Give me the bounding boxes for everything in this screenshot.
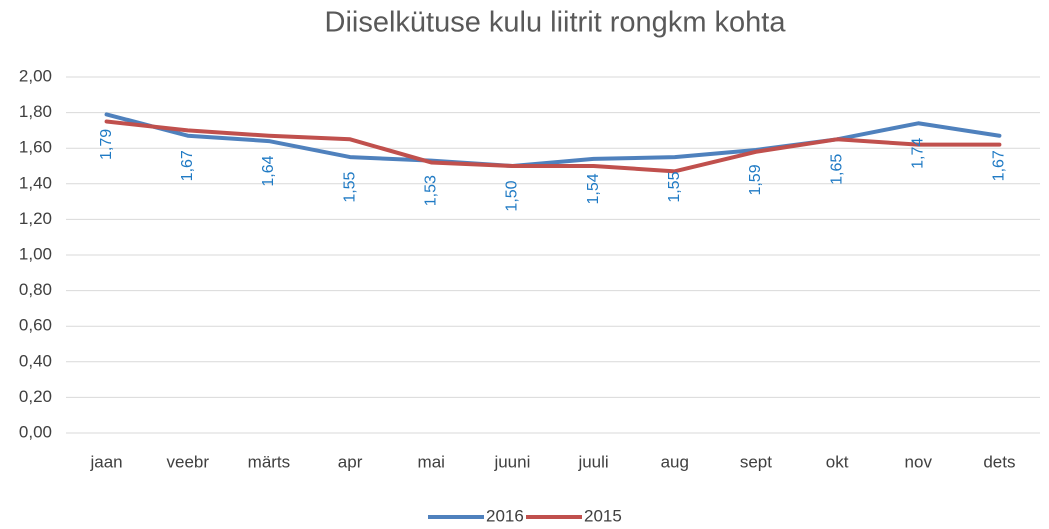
- x-tick-label: jaan: [90, 452, 123, 471]
- legend-label: 2016: [486, 506, 524, 525]
- data-label: 1,79: [98, 129, 115, 160]
- data-label: 1,67: [179, 150, 196, 181]
- data-label: 1,55: [341, 171, 358, 202]
- data-label: 1,59: [747, 164, 764, 195]
- x-tick-label: nov: [905, 452, 933, 471]
- y-tick-label: 0,40: [19, 351, 52, 370]
- data-label: 1,55: [666, 171, 683, 202]
- x-tick-label: sept: [740, 452, 772, 471]
- x-tick-label: aug: [661, 452, 689, 471]
- line-0: [104, 112, 1002, 168]
- legend-label: 2015: [584, 506, 622, 525]
- data-label: 1,67: [991, 150, 1008, 181]
- y-tick-label: 1,80: [19, 102, 52, 121]
- y-tick-label: 0,00: [19, 422, 52, 441]
- x-tick-label: juuni: [493, 452, 530, 471]
- y-tick-label: 0,60: [19, 316, 52, 335]
- line-1: [104, 119, 1002, 174]
- y-tick-label: 1,60: [19, 138, 52, 157]
- x-tick-label: mai: [418, 452, 445, 471]
- y-tick-label: 2,00: [19, 66, 52, 85]
- y-tick-label: 1,40: [19, 173, 52, 192]
- y-tick-label: 1,00: [19, 244, 52, 263]
- x-tick-label: okt: [826, 452, 849, 471]
- data-label: 1,50: [504, 180, 521, 211]
- data-label: 1,53: [422, 175, 439, 206]
- y-tick-label: 0,80: [19, 280, 52, 299]
- chart-title: Diiselkütuse kulu liitrit rongkm kohta: [325, 7, 787, 39]
- y-tick-label: 1,20: [19, 209, 52, 228]
- x-tick-label: veebr: [166, 452, 209, 471]
- x-tick-label: juuli: [577, 452, 608, 471]
- data-label: 1,64: [260, 155, 277, 186]
- data-label: 1,65: [828, 154, 845, 185]
- data-label: 1,54: [585, 173, 602, 204]
- data-label: 1,74: [909, 138, 926, 169]
- y-tick-label: 0,20: [19, 387, 52, 406]
- x-tick-label: dets: [983, 452, 1015, 471]
- x-tick-label: apr: [338, 452, 363, 471]
- x-tick-label: märts: [248, 452, 291, 471]
